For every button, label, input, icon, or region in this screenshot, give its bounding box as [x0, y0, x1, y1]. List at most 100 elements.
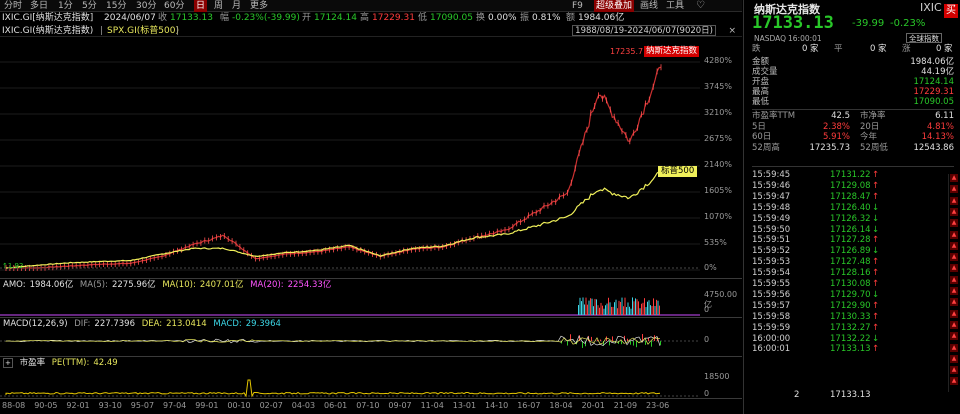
close-icon[interactable]: ×	[728, 26, 736, 36]
pe-axis-top: 18500	[704, 372, 730, 381]
heart-icon[interactable]: ♡	[696, 0, 705, 11]
scroll-up-icon[interactable]: ▲	[950, 253, 958, 262]
sp500-line	[5, 171, 662, 269]
x-tick: 93-10	[98, 401, 122, 410]
scroll-up-icon[interactable]: ▲	[950, 219, 958, 228]
scroll-up-icon[interactable]: ▲	[950, 354, 958, 363]
amo-panel[interactable]: AMO: 1984.06亿 MA(5): 2275.96亿 MA(10): 2407.…	[0, 278, 742, 316]
macd-axis-zero: 0	[704, 335, 710, 344]
buy-button[interactable]: 买	[944, 4, 958, 18]
stat-amount: 金额 1984.06亿	[752, 57, 954, 67]
tick-row: 15:59:51 17127.28 ↑	[752, 235, 880, 246]
arrow-down-icon: ↓	[872, 333, 880, 344]
bar-turnover: 0.00%	[488, 13, 517, 23]
scroll-up-icon[interactable]: ▲	[950, 287, 958, 295]
scroll-up-icon[interactable]: ▲	[950, 230, 958, 239]
tick-row: 15:59:48 17126.40 ↓	[752, 202, 880, 213]
x-tick: 23-06	[646, 401, 670, 410]
tab-30min[interactable]: 30分	[136, 1, 157, 11]
scroll-up-icon[interactable]: ▲	[950, 377, 958, 386]
tools-button[interactable]: 工具	[666, 1, 685, 11]
scroll-up-icon[interactable]: ▲	[950, 298, 958, 307]
tab-month[interactable]: 月	[232, 1, 242, 11]
tick-list[interactable]: 15:59:45 17131.22 ↑ 15:59:46 17129.08 ↑ 15:59:…	[744, 170, 960, 400]
arrow-up-icon: ↑	[872, 300, 880, 311]
quote-sidebar: 纳斯达克指数 IXIC 买 17133.13 -39.99 -0.23% NAS…	[743, 0, 960, 414]
x-tick: 07-10	[356, 401, 380, 410]
tab-60min[interactable]: 60分	[164, 1, 185, 11]
amo-ma10: 2407.01亿	[199, 280, 244, 290]
x-tick: 13-01	[452, 401, 477, 410]
tab-1min[interactable]: 1分	[58, 1, 73, 11]
f9-button[interactable]: F9	[572, 1, 583, 11]
macd-lines	[0, 334, 700, 348]
quote-pct: -0.23%	[890, 18, 926, 29]
y-tick: 2140%	[704, 160, 732, 169]
tick-row: 16:00:00 17132.22 ↓	[752, 333, 880, 344]
start-marker: ↑1.92	[2, 262, 24, 270]
tab-multi-day[interactable]: 多日	[30, 1, 49, 11]
sp500-series-tag: 标普500	[658, 166, 698, 177]
tick-row: 15:59:50 17126.14 ↓	[752, 224, 880, 235]
arrow-up-icon: ↑	[872, 344, 880, 355]
bar-close: 17133.13	[170, 13, 213, 23]
tab-5min[interactable]: 5分	[82, 1, 97, 11]
global-index-button[interactable]: 全球指数	[906, 33, 942, 43]
tab-week[interactable]: 周	[214, 1, 224, 11]
tick-row: 15:59:47 17128.47 ↑	[752, 191, 880, 202]
scroll-up-icon[interactable]: ▲	[950, 207, 958, 216]
arrow-up-icon: ↑	[872, 235, 880, 246]
panel-menu-icon[interactable]: +	[3, 358, 13, 368]
date-range-display[interactable]: 1988/08/19-2024/06/07(9020日)	[572, 25, 716, 36]
tab-15min[interactable]: 15分	[106, 1, 127, 11]
x-tick: 02-07	[259, 401, 283, 410]
scroll-up-icon[interactable]: ▲	[950, 332, 958, 341]
scroll-up-icon[interactable]: ▲	[950, 320, 958, 329]
bar-amount: 1984.06亿	[578, 13, 625, 23]
macd-dea: 213.0414	[166, 319, 207, 329]
arrow-up-icon: ↑	[872, 279, 880, 289]
scroll-up-icon[interactable]: ▲	[950, 343, 958, 352]
arrow-down-icon: ↓	[872, 246, 880, 257]
overlay-legend-bar: IXIC.GI(纳斯达克指数) | SPX.GI(标普500) | 1988/0…	[0, 25, 742, 37]
scroll-up-icon[interactable]: ▲	[950, 196, 958, 205]
scroll-up-icon[interactable]: ▲	[950, 275, 958, 284]
tick-scrollbar[interactable]: ▲ ▲ ▲ ▲ ▲ ▲ ▲ ▲ ▲ ▲ ▲ ▲ ▲ ▲ ▲ ▲ ▲ ▲ ▲	[948, 174, 958, 392]
macd-value: 29.3964	[245, 319, 281, 329]
tab-timeshare[interactable]: 分时	[4, 1, 23, 11]
y-tick: 1605%	[704, 186, 732, 195]
scroll-up-icon[interactable]: ▲	[950, 366, 958, 375]
x-tick: 21-09	[613, 401, 638, 410]
quote-time: 16:00:01	[788, 34, 822, 43]
bar-amplitude: 0.81%	[532, 13, 561, 23]
tab-day[interactable]: 日	[194, 0, 208, 12]
arrow-down-icon: ↓	[872, 202, 880, 213]
amo-bars	[0, 297, 700, 316]
pe-panel[interactable]: + 市盈率 PE(TTM): 42.49 18500 0	[0, 356, 742, 398]
quote-exchange: NASDAQ	[754, 34, 787, 43]
nasdaq-candles	[5, 64, 662, 271]
main-price-chart[interactable]	[0, 38, 742, 278]
x-tick: 95-07	[130, 401, 155, 410]
scroll-up-icon[interactable]: ▲	[950, 264, 958, 273]
amo-ma20: 2254.33亿	[287, 280, 332, 290]
scroll-up-icon[interactable]: ▲	[950, 309, 958, 318]
bar-low: 17090.05	[430, 13, 473, 23]
scroll-up-icon[interactable]: ▲	[950, 241, 958, 250]
arrow-up-icon: ↑	[872, 170, 880, 180]
scroll-up-icon[interactable]: ▲	[950, 185, 958, 194]
tick-row: 15:59:46 17129.08 ↑	[752, 180, 880, 191]
super-overlay-button[interactable]: 超级叠加	[594, 0, 635, 12]
draw-line-button[interactable]: 画线	[640, 1, 659, 11]
main-series-label: IXIC.GI(纳斯达克指数)	[2, 26, 94, 36]
x-tick: 14-10	[485, 401, 509, 410]
tick-row: 15:59:56 17129.70 ↓	[752, 289, 880, 300]
scroll-up-icon[interactable]: ▲	[950, 174, 958, 182]
stat-open: 开盘 17124.14	[752, 77, 954, 87]
main-grid	[0, 61, 700, 271]
stats-grid: 市盈率TTM 42.5 市净率 6.11 5日 2.38% 20日 4.81% …	[752, 111, 954, 153]
tab-more[interactable]: 更多	[250, 1, 269, 11]
tick-row: 15:59:57 17129.90 ↑	[752, 300, 880, 311]
macd-panel[interactable]: MACD(12,26,9) DIF: 227.7396 DEA: 213.0414 …	[0, 317, 742, 355]
x-tick: 92-01	[66, 401, 90, 410]
